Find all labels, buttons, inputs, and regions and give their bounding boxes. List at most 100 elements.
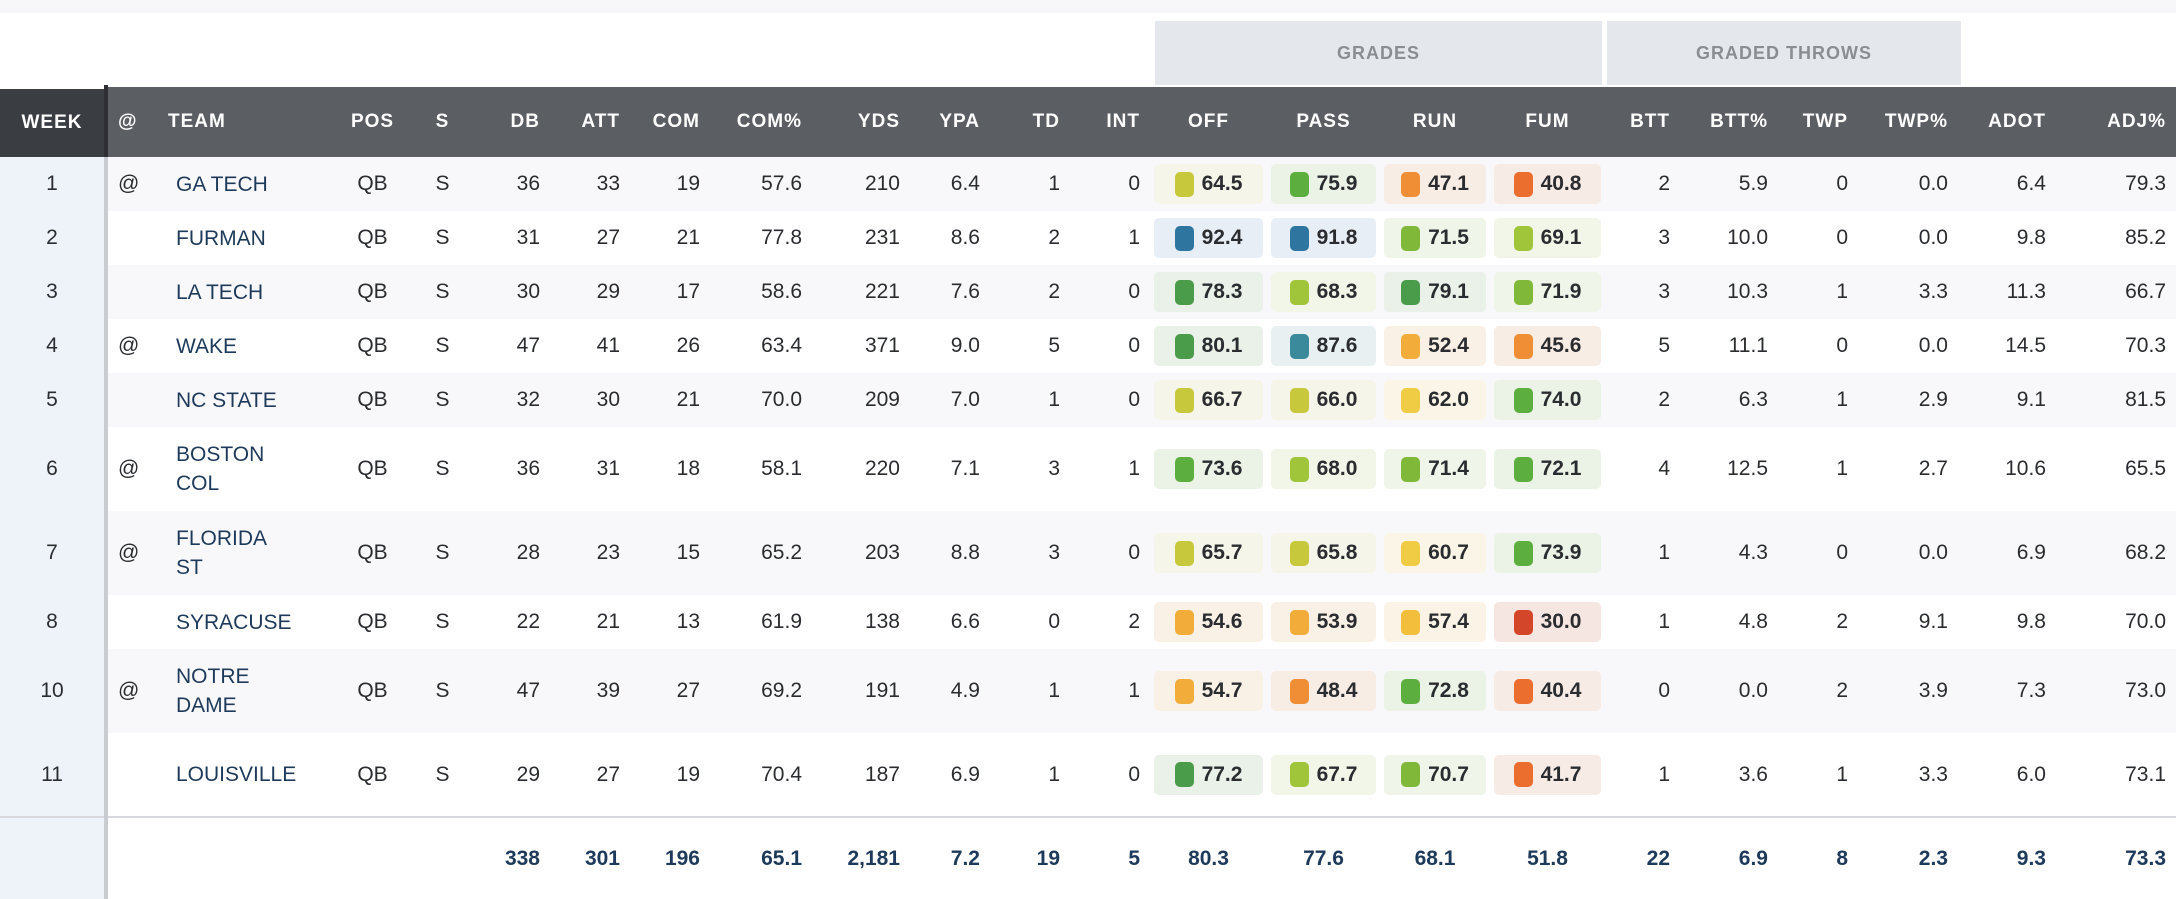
grade-badge: 52.4 [1384, 326, 1486, 366]
cell-btt: 3 [1605, 211, 1680, 265]
column-header-at[interactable]: @ [106, 87, 160, 157]
grade-value: 53.9 [1316, 610, 1358, 633]
cell-att: 21 [550, 595, 630, 649]
column-header-btt[interactable]: BTT [1605, 87, 1680, 157]
column-header-team[interactable]: TEAM [160, 87, 340, 157]
cell-pos: QB [340, 265, 405, 319]
cell-com: 21 [630, 373, 710, 427]
team-link[interactable]: WAKE [160, 319, 340, 373]
team-link[interactable]: BOSTON COL [160, 427, 340, 511]
group-header-graded-throws: GRADED THROWS [1607, 21, 1961, 85]
cell-twp: 2 [1778, 649, 1858, 733]
team-link[interactable]: NOTRE DAME [160, 649, 340, 733]
cell-adot: 6.4 [1958, 157, 2056, 211]
grade-value: 41.7 [1540, 762, 1582, 786]
column-header-db[interactable]: DB [480, 87, 550, 157]
cell-s: S [405, 211, 480, 265]
cell-com-pct: 58.6 [710, 265, 812, 319]
game-log-table: WEEK @ TEAM POS S DB ATT COM COM% YDS YPA TD INT OFF P… [0, 85, 2176, 899]
column-header-adj-pct[interactable]: ADJ% [2056, 87, 2176, 157]
team-link[interactable]: FURMAN [160, 211, 340, 265]
column-header-twp-pct[interactable]: TWP% [1858, 87, 1958, 157]
cell-twp-pct: 2.9 [1858, 373, 1958, 427]
cell-att: 301 [550, 816, 630, 899]
cell-adj-pct: 65.5 [2056, 427, 2176, 511]
grade-swatch-icon [1289, 171, 1309, 197]
cell-td: 5 [990, 319, 1070, 373]
column-header-twp[interactable]: TWP [1778, 87, 1858, 157]
cell-td: 2 [990, 211, 1070, 265]
grade-value: 66.0 [1316, 388, 1358, 411]
grade-badge: 64.5 [1154, 164, 1263, 204]
cell-ypa: 7.0 [910, 373, 990, 427]
column-header-int[interactable]: INT [1070, 87, 1150, 157]
cell-twp: 2 [1778, 595, 1858, 649]
team-link[interactable]: LA TECH [160, 265, 340, 319]
column-header-s[interactable]: S [405, 87, 480, 157]
grade-badge: 62.0 [1384, 380, 1486, 420]
grade-swatch-icon [1174, 225, 1194, 251]
cell-run: 71.5 [1380, 211, 1490, 265]
column-header-com[interactable]: COM [630, 87, 710, 157]
cell-com: 26 [630, 319, 710, 373]
column-header-com-pct[interactable]: COM% [710, 87, 812, 157]
cell-com: 196 [630, 816, 710, 899]
cell-com-pct: 69.2 [710, 649, 812, 733]
grade-value: 66.7 [1201, 388, 1243, 411]
grade-value: 71.4 [1428, 457, 1469, 480]
team-link[interactable]: SYRACUSE [160, 595, 340, 649]
grade-swatch-icon [1174, 279, 1194, 305]
cell-com: 19 [630, 733, 710, 817]
grade-swatch-icon [1174, 171, 1194, 197]
cell-run: 70.7 [1380, 733, 1490, 817]
cell-s: S [405, 319, 480, 373]
team-link[interactable]: LOUISVILLE [160, 733, 340, 817]
team-link[interactable]: GA TECH [160, 157, 340, 211]
column-header-pos[interactable]: POS [340, 87, 405, 157]
cell-run: 57.4 [1380, 595, 1490, 649]
column-header-week[interactable]: WEEK [0, 85, 108, 157]
grade-swatch-icon [1513, 387, 1533, 413]
cell-td: 1 [990, 649, 1070, 733]
team-link[interactable]: FLORIDA ST [160, 511, 340, 595]
column-header-fum[interactable]: FUM [1490, 87, 1605, 157]
cell-adj-pct: 66.7 [2056, 265, 2176, 319]
cell-off: 54.6 [1150, 595, 1267, 649]
column-header-off[interactable]: OFF [1150, 87, 1267, 157]
cell-week: 6 [0, 427, 108, 511]
cell-btt-pct: 6.9 [1680, 816, 1778, 899]
column-header-btt-pct[interactable]: BTT% [1680, 87, 1778, 157]
cell-fum: 72.1 [1490, 427, 1605, 511]
grade-value: 72.8 [1428, 679, 1469, 702]
team-link[interactable]: NC STATE [160, 373, 340, 427]
cell-td: 3 [990, 427, 1070, 511]
cell-com: 19 [630, 157, 710, 211]
column-header-td[interactable]: TD [990, 87, 1070, 157]
column-header-pass[interactable]: PASS [1267, 87, 1380, 157]
column-header-att[interactable]: ATT [550, 87, 630, 157]
cell-twp: 1 [1778, 373, 1858, 427]
grade-badge: 78.3 [1154, 272, 1263, 312]
cell-td: 2 [990, 265, 1070, 319]
grade-badge: 87.6 [1271, 326, 1376, 366]
grade-swatch-icon [1513, 540, 1533, 566]
grade-badge: 67.7 [1271, 754, 1376, 795]
cell-yds: 187 [812, 733, 910, 817]
column-header-ypa[interactable]: YPA [910, 87, 990, 157]
cell-twp-pct: 3.3 [1858, 733, 1958, 817]
cell-com-pct: 65.2 [710, 511, 812, 595]
cell-db: 28 [480, 511, 550, 595]
cell-twp: 0 [1778, 157, 1858, 211]
grade-badge: 91.8 [1271, 218, 1376, 258]
cell-off: 66.7 [1150, 373, 1267, 427]
column-header-adot[interactable]: ADOT [1958, 87, 2056, 157]
cell-td: 0 [990, 595, 1070, 649]
cell-db: 36 [480, 427, 550, 511]
column-header-run[interactable]: RUN [1380, 87, 1490, 157]
grade-value: 73.6 [1201, 457, 1243, 480]
cell-s: S [405, 157, 480, 211]
column-header-yds[interactable]: YDS [812, 87, 910, 157]
cell-btt: 1 [1605, 511, 1680, 595]
grade-swatch-icon [1174, 456, 1194, 482]
grade-value: 67.7 [1316, 762, 1358, 786]
